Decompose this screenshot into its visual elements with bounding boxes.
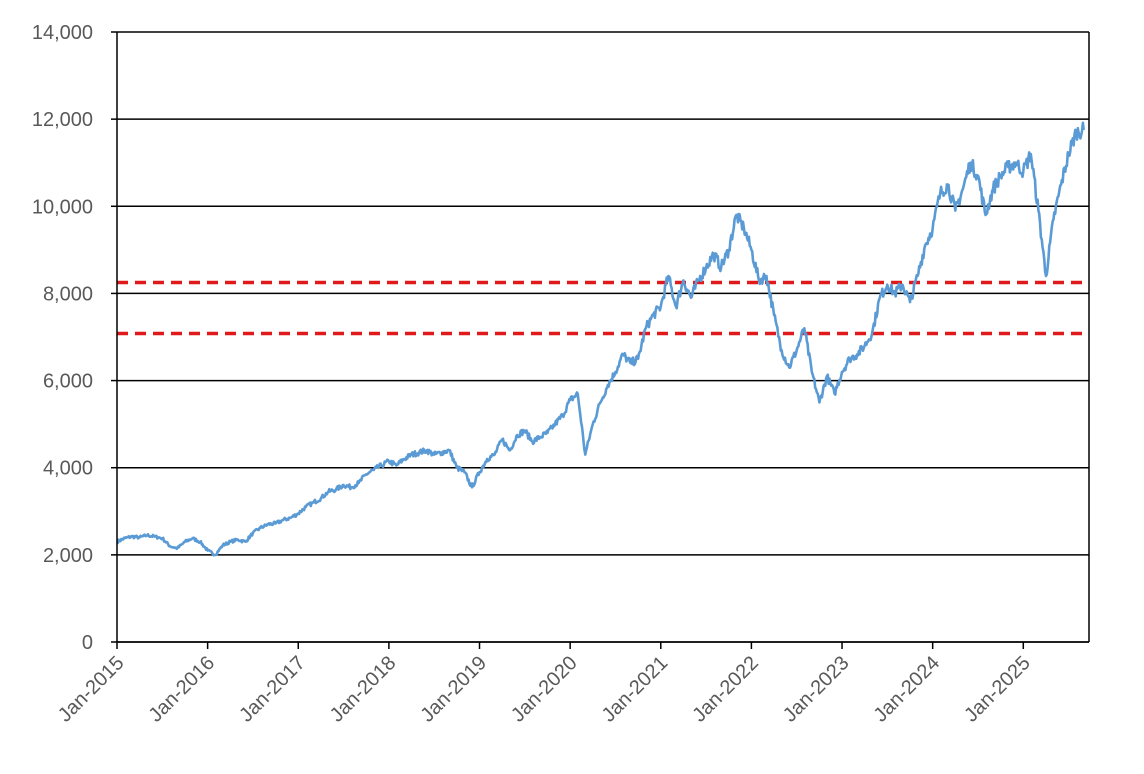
x-tick-label: Jan-2020 <box>507 652 582 727</box>
axes <box>116 32 1090 643</box>
y-axis-ticks: 0 2,000 4,000 6,000 8,000 10,000 12,000 14,000 <box>32 22 117 654</box>
x-tick-label: Jan-2024 <box>870 652 945 727</box>
y-tick-label: 8,000 <box>43 283 93 305</box>
x-tick-label: Jan-2016 <box>145 652 220 727</box>
y-tick-label: 2,000 <box>43 545 93 567</box>
reference-lines <box>117 280 1089 336</box>
x-tick-label: Jan-2023 <box>779 652 854 727</box>
y-tick-label: 12,000 <box>32 109 93 131</box>
x-tick-label: Jan-2017 <box>235 652 310 727</box>
x-tick-label: Jan-2015 <box>54 652 129 727</box>
y-tick-label: 4,000 <box>43 458 93 480</box>
x-axis-ticks: Jan-2015 Jan-2016 Jan-2017 Jan-2018 Jan-2019… <box>54 642 1035 727</box>
gridlines <box>117 31 1089 643</box>
x-tick-label: Jan-2018 <box>326 652 401 727</box>
y-tick-label: 10,000 <box>32 196 93 218</box>
x-tick-label: Jan-2021 <box>598 652 673 727</box>
series-line <box>115 121 1085 557</box>
y-tick-label: 14,000 <box>32 22 93 44</box>
x-tick-label: Jan-2025 <box>960 652 1035 727</box>
y-tick-label: 0 <box>82 632 93 654</box>
x-tick-label: Jan-2022 <box>688 652 763 727</box>
series-layer <box>115 121 1085 557</box>
x-tick-label: Jan-2019 <box>417 652 492 727</box>
y-tick-label: 6,000 <box>43 371 93 393</box>
